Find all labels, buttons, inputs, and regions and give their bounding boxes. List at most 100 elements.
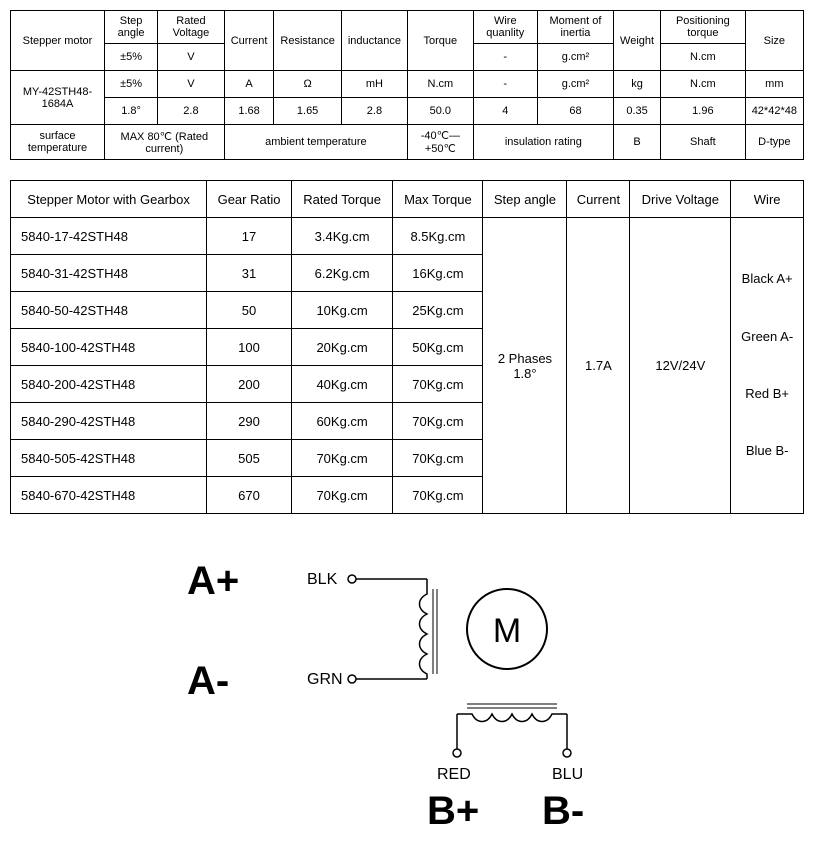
t1-h9: Weight bbox=[614, 11, 661, 71]
t1-u6: - bbox=[473, 44, 537, 71]
label-m: M bbox=[493, 612, 521, 650]
t1-v6: 4 bbox=[473, 98, 537, 125]
t1-f8: D-type bbox=[745, 125, 803, 160]
merged-wire: Black A+Green A-Red B+Blue B- bbox=[731, 218, 804, 514]
table-cell: 6.2Kg.cm bbox=[291, 255, 392, 292]
t1-udash: - bbox=[473, 71, 537, 98]
label-a-plus: A+ bbox=[187, 559, 239, 603]
merged-current: 1.7A bbox=[567, 218, 630, 514]
table-cell: 40Kg.cm bbox=[291, 366, 392, 403]
table-cell: 100 bbox=[207, 329, 292, 366]
t1-h2: Rated Voltage bbox=[158, 11, 225, 44]
t1-uncm: N.cm bbox=[408, 71, 474, 98]
table-cell: 5840-670-42STH48 bbox=[11, 477, 207, 514]
table-cell: 70Kg.cm bbox=[393, 440, 483, 477]
label-b-minus: B- bbox=[542, 789, 584, 833]
t1-pm5: ±5% bbox=[104, 71, 157, 98]
t1-uv: V bbox=[158, 71, 225, 98]
table-cell: 60Kg.cm bbox=[291, 403, 392, 440]
t1-f3: ambient temperature bbox=[224, 125, 407, 160]
t1-h3: Current bbox=[224, 11, 274, 71]
table-cell: 16Kg.cm bbox=[393, 255, 483, 292]
merged-step_angle: 2 Phases1.8° bbox=[483, 218, 567, 514]
t1-ugcm2: g.cm² bbox=[537, 71, 613, 98]
t1-v9: 1.96 bbox=[661, 98, 746, 125]
t1-umh: mH bbox=[341, 71, 407, 98]
table-cell: 70Kg.cm bbox=[393, 366, 483, 403]
t2-h1: Gear Ratio bbox=[207, 181, 292, 218]
table-cell: 5840-31-42STH48 bbox=[11, 255, 207, 292]
t1-u7: g.cm² bbox=[537, 44, 613, 71]
table-cell: 10Kg.cm bbox=[291, 292, 392, 329]
t1-v5: 50.0 bbox=[408, 98, 474, 125]
table-cell: 3.4Kg.cm bbox=[291, 218, 392, 255]
label-blu: BLU bbox=[552, 766, 583, 783]
label-blk: BLK bbox=[307, 571, 338, 588]
t1-f1: surface temperature bbox=[11, 125, 105, 160]
t1-f5: insulation rating bbox=[473, 125, 613, 160]
table-cell: 31 bbox=[207, 255, 292, 292]
t1-v3: 1.65 bbox=[274, 98, 341, 125]
t1-h1: Step angle bbox=[104, 11, 157, 44]
table-cell: 8.5Kg.cm bbox=[393, 218, 483, 255]
label-grn: GRN bbox=[307, 671, 343, 688]
t1-f7: Shaft bbox=[661, 125, 746, 160]
t1-h6: Torque bbox=[408, 11, 474, 71]
table-cell: 5840-100-42STH48 bbox=[11, 329, 207, 366]
table-cell: 670 bbox=[207, 477, 292, 514]
t1-uohm: Ω bbox=[274, 71, 341, 98]
table-cell: 5840-200-42STH48 bbox=[11, 366, 207, 403]
label-red: RED bbox=[437, 766, 471, 783]
t1-h10: Positioning torque bbox=[661, 11, 746, 44]
t2-h7: Wire bbox=[731, 181, 804, 218]
t2-h6: Drive Voltage bbox=[630, 181, 731, 218]
table-cell: 70Kg.cm bbox=[291, 440, 392, 477]
t1-ua: A bbox=[224, 71, 274, 98]
t1-umm: mm bbox=[745, 71, 803, 98]
table-cell: 5840-290-42STH48 bbox=[11, 403, 207, 440]
merged-drive_voltage: 12V/24V bbox=[630, 218, 731, 514]
t1-f4: -40℃—+50℃ bbox=[408, 125, 474, 160]
t1-u0: ±5% bbox=[104, 44, 157, 71]
table-cell: 17 bbox=[207, 218, 292, 255]
t1-f6: B bbox=[614, 125, 661, 160]
table-cell: 5840-505-42STH48 bbox=[11, 440, 207, 477]
t1-v4: 2.8 bbox=[341, 98, 407, 125]
t1-h4: Resistance bbox=[274, 11, 341, 71]
t1-v7: 68 bbox=[537, 98, 613, 125]
table-cell: 20Kg.cm bbox=[291, 329, 392, 366]
t1-uncm2: N.cm bbox=[661, 71, 746, 98]
table-cell: 70Kg.cm bbox=[393, 477, 483, 514]
table-cell: 50Kg.cm bbox=[393, 329, 483, 366]
t1-h0: Stepper motor bbox=[11, 11, 105, 71]
t1-v2: 1.68 bbox=[224, 98, 274, 125]
t1-h5: inductance bbox=[341, 11, 407, 71]
table-cell: 50 bbox=[207, 292, 292, 329]
t2-h2: Rated Torque bbox=[291, 181, 392, 218]
label-b-plus: B+ bbox=[427, 789, 479, 833]
t1-v0: 1.8° bbox=[104, 98, 157, 125]
table-cell: 5840-17-42STH48 bbox=[11, 218, 207, 255]
t1-u9: N.cm bbox=[661, 44, 746, 71]
table-cell: 70Kg.cm bbox=[291, 477, 392, 514]
t1-u1: V bbox=[158, 44, 225, 71]
motor-spec-table: Stepper motor Step angle Rated Voltage C… bbox=[10, 10, 804, 160]
table-cell: 70Kg.cm bbox=[393, 403, 483, 440]
t2-h4: Step angle bbox=[483, 181, 567, 218]
table-cell: 505 bbox=[207, 440, 292, 477]
t1-h7: Wire quanlity bbox=[473, 11, 537, 44]
t1-model: MY-42STH48-1684A bbox=[11, 71, 105, 125]
t1-ukg: kg bbox=[614, 71, 661, 98]
gearbox-table: Stepper Motor with Gearbox Gear Ratio Ra… bbox=[10, 180, 804, 514]
wiring-diagram: A+ A- BLK GRN M RED BLU B+ B- bbox=[10, 534, 804, 834]
label-a-minus: A- bbox=[187, 659, 229, 703]
t1-h11: Size bbox=[745, 11, 803, 71]
t2-h0: Stepper Motor with Gearbox bbox=[11, 181, 207, 218]
t1-v10: 42*42*48 bbox=[745, 98, 803, 125]
t1-h8: Moment of inertia bbox=[537, 11, 613, 44]
table-cell: 200 bbox=[207, 366, 292, 403]
table-cell: 5840-50-42STH48 bbox=[11, 292, 207, 329]
t1-f2: MAX 80℃ (Rated current) bbox=[104, 125, 224, 160]
t2-h3: Max Torque bbox=[393, 181, 483, 218]
t1-v1: 2.8 bbox=[158, 98, 225, 125]
